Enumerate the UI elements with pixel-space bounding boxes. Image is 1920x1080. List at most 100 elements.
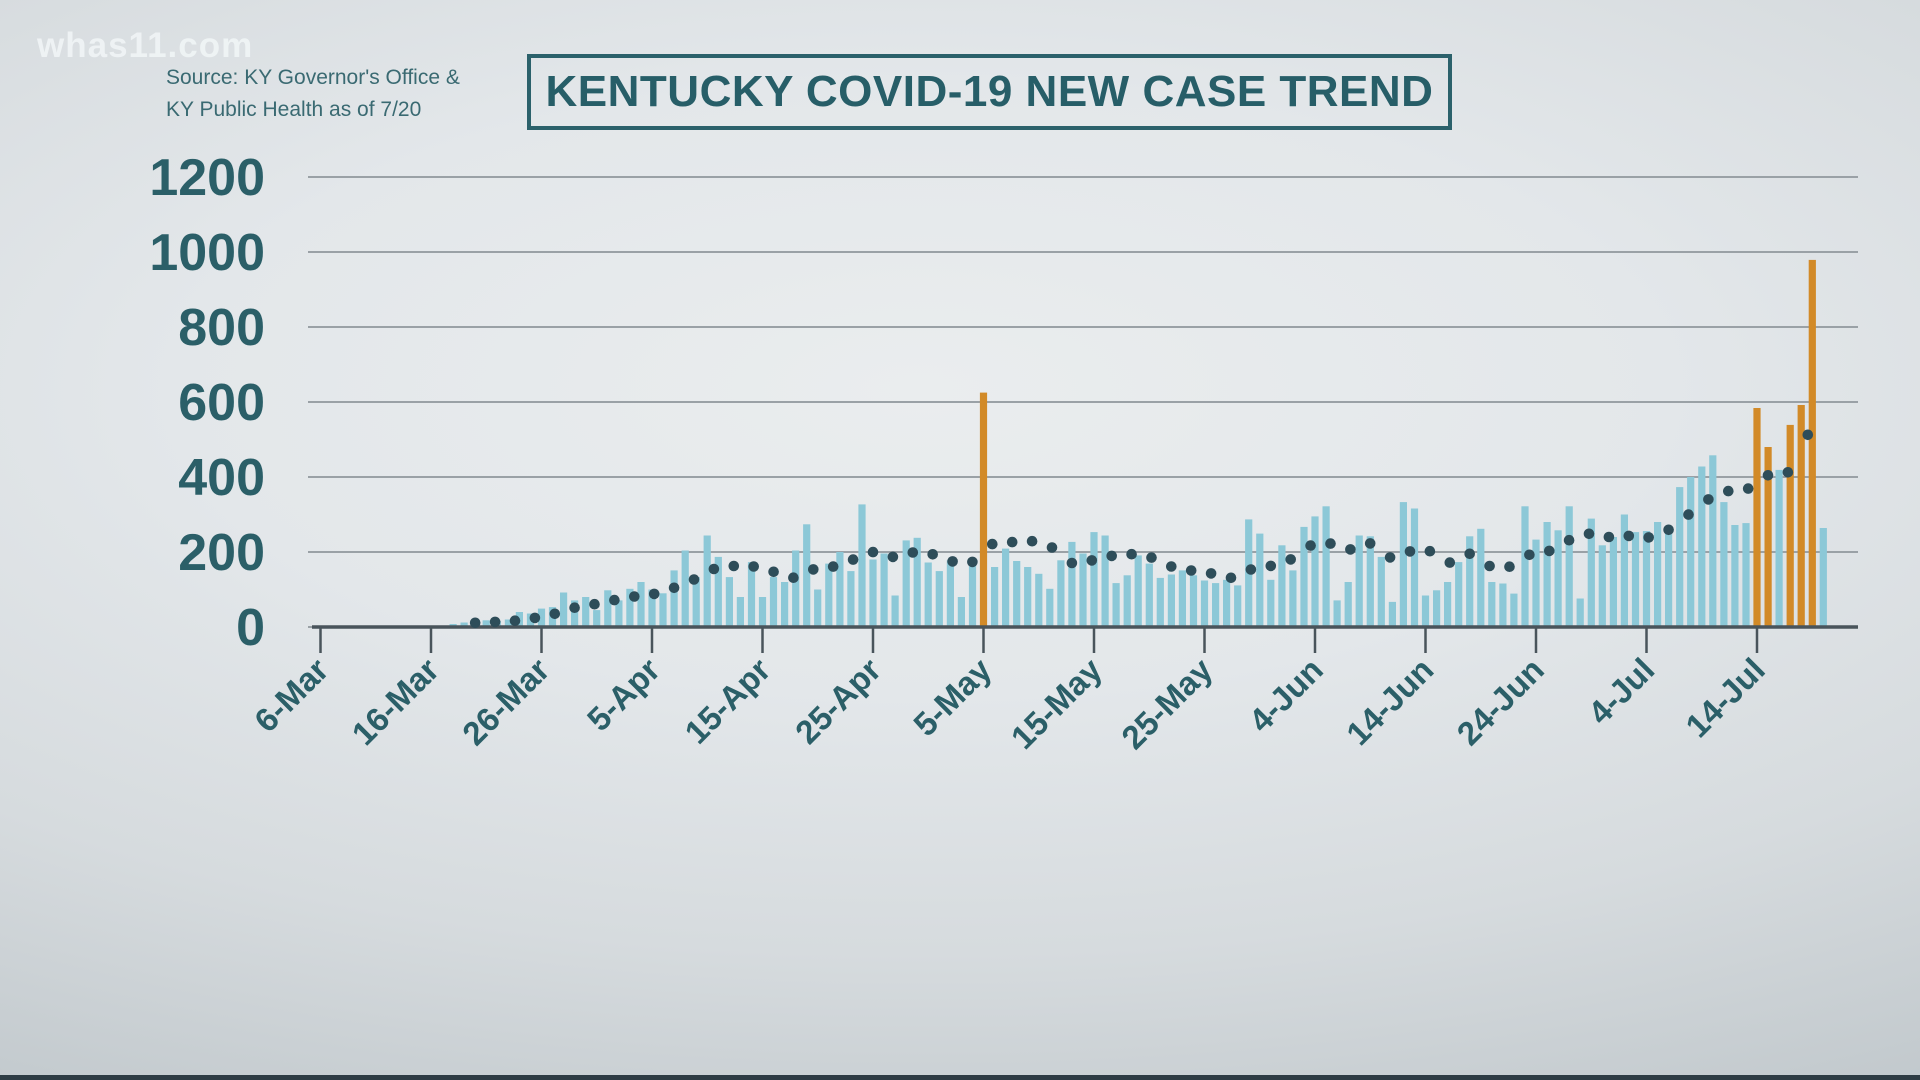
bar xyxy=(637,582,645,627)
bar xyxy=(1598,545,1606,628)
bar xyxy=(1775,469,1783,627)
x-axis-label-16-Mar: 16-Mar xyxy=(345,651,446,752)
bar xyxy=(1698,466,1706,627)
bar-highlighted xyxy=(1764,447,1772,627)
source-attribution: Source: KY Governor's Office & KY Public… xyxy=(166,62,460,126)
moving-average-dot xyxy=(1424,545,1436,557)
bar xyxy=(1079,553,1087,627)
bar xyxy=(1676,487,1684,627)
bar xyxy=(769,577,778,627)
bar xyxy=(1300,526,1308,627)
moving-average-dot xyxy=(1345,544,1356,555)
moving-average-dot xyxy=(1185,565,1197,576)
moving-average-dot xyxy=(867,546,879,558)
moving-average-dot xyxy=(1762,470,1774,481)
moving-average-dot xyxy=(1583,528,1595,540)
moving-average-dot xyxy=(1544,545,1555,557)
bar xyxy=(1654,522,1662,627)
bar xyxy=(1499,583,1507,627)
moving-average-dot xyxy=(987,538,998,550)
bar xyxy=(1720,502,1728,627)
moving-average-dot xyxy=(1703,494,1714,505)
bar xyxy=(991,567,999,627)
moving-average-dot xyxy=(1086,555,1098,566)
moving-average-dot xyxy=(1166,561,1177,572)
moving-average-dot xyxy=(927,549,938,560)
bar xyxy=(758,597,767,627)
bar xyxy=(1256,533,1264,627)
bar xyxy=(1709,455,1717,628)
bar xyxy=(1035,573,1043,628)
bar xyxy=(670,570,678,627)
bar xyxy=(571,600,579,627)
bar xyxy=(814,589,822,627)
bar xyxy=(714,556,722,627)
bar xyxy=(725,577,733,627)
bar xyxy=(1433,590,1441,628)
chart-title: KENTUCKY COVID-19 NEW CASE TREND xyxy=(545,67,1434,116)
y-axis-label-0: 0 xyxy=(236,599,265,657)
bar xyxy=(692,577,700,627)
x-axis-label-4-Jun: 4-Jun xyxy=(1242,651,1330,739)
y-axis-label-600: 600 xyxy=(178,374,265,432)
bar xyxy=(1388,601,1396,627)
bar xyxy=(1267,579,1275,628)
bar xyxy=(1013,561,1021,627)
bar xyxy=(1587,518,1595,627)
moving-average-dot xyxy=(1404,546,1416,557)
bar xyxy=(1609,537,1617,627)
bar xyxy=(858,504,866,627)
x-axis-label-14-Jun: 14-Jun xyxy=(1339,651,1440,752)
bar xyxy=(869,559,877,627)
moving-average-dot xyxy=(1225,572,1237,584)
x-axis-label-25-Apr: 25-Apr xyxy=(788,651,888,751)
moving-average-dot xyxy=(1265,560,1277,572)
bar xyxy=(1565,506,1573,628)
moving-average-dot xyxy=(1066,557,1078,569)
moving-average-dot xyxy=(827,561,839,572)
moving-average-dot xyxy=(1802,429,1814,441)
x-axis-label-6-Mar: 6-Mar xyxy=(247,651,336,740)
station-logo: whas11.com xyxy=(37,26,254,65)
bar xyxy=(1819,528,1827,627)
moving-average-dot xyxy=(469,617,481,629)
bar xyxy=(1212,583,1220,627)
moving-average-dot xyxy=(1126,548,1137,560)
moving-average-dot xyxy=(569,602,580,613)
bar xyxy=(891,595,899,627)
moving-average-dot xyxy=(1782,467,1794,478)
moving-average-dot xyxy=(648,588,660,600)
bar xyxy=(1200,580,1209,627)
moving-average-dot xyxy=(768,566,779,578)
bar xyxy=(1289,570,1297,627)
y-axis-label-1000: 1000 xyxy=(149,224,265,282)
bar xyxy=(1057,560,1065,628)
moving-average-dot xyxy=(1245,564,1257,575)
bar xyxy=(1344,582,1352,627)
x-axis-label-26-Mar: 26-Mar xyxy=(455,651,556,752)
bar xyxy=(1576,598,1584,627)
moving-average-dot xyxy=(1663,524,1674,536)
bar xyxy=(604,590,612,628)
moving-average-dot xyxy=(1325,538,1336,549)
bar xyxy=(736,597,744,627)
moving-average-dot xyxy=(668,582,680,594)
bar xyxy=(1466,536,1474,628)
bar xyxy=(1046,588,1054,628)
bar xyxy=(847,571,855,627)
x-axis-label-15-May: 15-May xyxy=(1004,650,1110,756)
moving-average-dot xyxy=(728,560,740,572)
bar xyxy=(482,620,490,628)
moving-average-dot xyxy=(509,615,521,626)
bar xyxy=(1543,522,1551,627)
bar xyxy=(803,524,811,628)
bar xyxy=(1477,528,1485,628)
bar xyxy=(913,537,921,628)
bar xyxy=(1123,575,1131,628)
moving-average-dot xyxy=(1563,534,1575,546)
moving-average-dot xyxy=(1504,561,1515,572)
moving-average-dot xyxy=(708,563,720,575)
bar xyxy=(1311,516,1319,627)
moving-average-dot xyxy=(907,547,919,558)
bar xyxy=(1731,525,1739,627)
